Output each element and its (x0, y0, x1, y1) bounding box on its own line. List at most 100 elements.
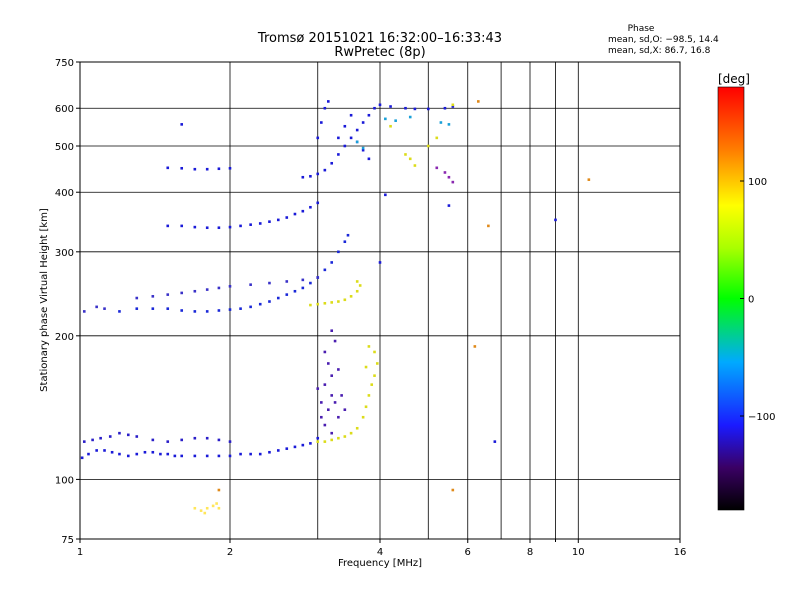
data-point (355, 140, 359, 144)
data-point (361, 415, 365, 419)
data-point (337, 368, 340, 371)
data-point (217, 167, 221, 171)
data-point (180, 438, 184, 442)
data-point (180, 454, 184, 458)
data-point (217, 309, 221, 312)
data-point (228, 308, 232, 311)
y-tick-label: 75 (61, 535, 74, 546)
data-point (159, 452, 162, 456)
data-point (258, 452, 262, 456)
data-point (309, 281, 312, 285)
y-tick-label: 200 (55, 332, 74, 343)
data-point (355, 426, 359, 430)
data-point (228, 284, 232, 288)
data-point (180, 309, 184, 312)
data-point (554, 218, 557, 222)
data-point (285, 447, 289, 450)
data-point (239, 307, 242, 310)
data-point (301, 175, 305, 179)
data-point (367, 394, 371, 397)
y-tick-label: 300 (55, 248, 74, 259)
data-point (151, 438, 155, 442)
data-point (205, 226, 209, 230)
data-point (151, 450, 155, 454)
data-point (330, 161, 334, 165)
data-point (451, 103, 455, 107)
data-point (320, 401, 323, 404)
data-point (166, 307, 170, 310)
data-point (316, 440, 320, 443)
y-tick-label: 750 (55, 58, 74, 69)
data-point (343, 144, 347, 148)
colorbar-tick-label: 0 (748, 295, 754, 306)
data-point (447, 204, 451, 207)
data-point (426, 107, 430, 111)
data-point (118, 310, 121, 313)
data-point (343, 124, 347, 128)
data-point (285, 280, 289, 283)
data-point (323, 440, 327, 443)
data-point (330, 438, 334, 442)
data-point (103, 449, 106, 452)
data-point (378, 103, 382, 107)
data-point (473, 345, 477, 348)
data-point (95, 449, 98, 452)
data-point (301, 286, 305, 290)
data-point (316, 302, 320, 306)
data-point (80, 456, 84, 460)
data-point (110, 450, 114, 454)
data-point (349, 295, 353, 298)
data-point (435, 136, 439, 140)
x-tick-label: 8 (527, 547, 533, 558)
data-point (180, 291, 184, 295)
data-point (367, 345, 371, 348)
data-point (408, 115, 412, 119)
data-point (99, 436, 102, 440)
data-point (413, 164, 417, 167)
data-point (276, 296, 280, 300)
data-point (173, 454, 177, 458)
x-tick-label: 2 (227, 547, 233, 558)
data-point (151, 307, 155, 310)
data-point (343, 435, 347, 438)
data-point (361, 146, 365, 150)
data-point (118, 431, 121, 435)
colorbar-ticks: 100 0 −100 (740, 177, 775, 423)
data-point (82, 440, 86, 443)
data-point (333, 401, 337, 404)
data-point (285, 216, 289, 219)
data-point (211, 504, 215, 508)
data-point (389, 105, 392, 108)
x-axis-label: Frequency [MHz] (338, 558, 422, 569)
data-point (180, 224, 184, 228)
data-point (82, 310, 86, 313)
data-point (217, 226, 221, 230)
data-point (413, 107, 417, 111)
data-point (258, 222, 262, 225)
data-point (330, 394, 334, 397)
data-point (364, 405, 368, 409)
data-point (193, 289, 197, 293)
data-point (180, 123, 184, 126)
data-point (373, 350, 376, 354)
data-point (394, 119, 397, 122)
data-point (166, 452, 170, 456)
data-point (327, 408, 330, 412)
data-point (126, 454, 130, 458)
data-point (258, 302, 262, 306)
colorbar-label: [deg] (718, 72, 750, 86)
y-tick-label: 400 (55, 188, 74, 199)
data-point (87, 452, 90, 456)
data-point (355, 289, 359, 293)
data-point (477, 100, 480, 103)
data-point (166, 293, 170, 296)
data-point (587, 178, 591, 181)
data-point (323, 301, 327, 305)
data-point (193, 436, 197, 440)
data-point (166, 166, 170, 170)
data-point (239, 452, 242, 456)
data-point (373, 374, 376, 377)
data-point (199, 509, 203, 512)
data-point (327, 362, 330, 365)
data-point (143, 450, 147, 454)
